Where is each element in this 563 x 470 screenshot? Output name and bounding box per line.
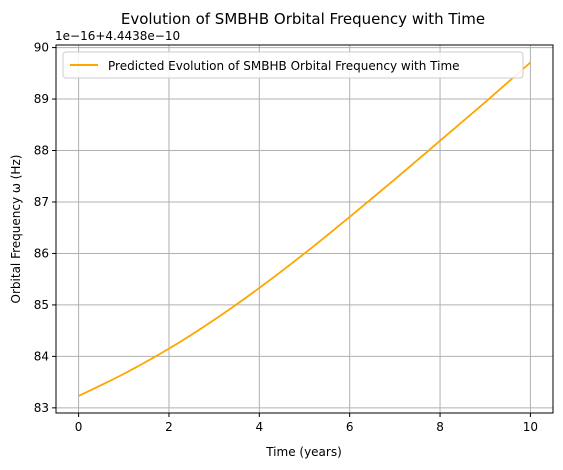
y-tick-label: 88 xyxy=(34,144,49,158)
series-layer xyxy=(78,61,532,397)
y-tick-label: 90 xyxy=(34,41,49,55)
y-tick-label: 86 xyxy=(34,246,49,260)
legend: Predicted Evolution of SMBHB Orbital Fre… xyxy=(62,51,524,79)
y-tick-label: 83 xyxy=(34,401,49,415)
series-line xyxy=(78,61,532,397)
plot-area-frame xyxy=(55,44,554,414)
legend-box xyxy=(62,51,524,79)
x-tick-label: 10 xyxy=(523,420,538,434)
x-tick-label: 6 xyxy=(346,420,354,434)
x-tick-label: 2 xyxy=(165,420,173,434)
y-axis-ticks: 83 84 85 86 87 88 89 90 xyxy=(34,41,56,415)
x-tick-label: 8 xyxy=(436,420,444,434)
legend-label: Predicted Evolution of SMBHB Orbital Fre… xyxy=(108,59,460,73)
x-axis-label: Time (years) xyxy=(265,445,342,459)
y-tick-label: 89 xyxy=(34,92,49,106)
y-tick-label: 87 xyxy=(34,195,49,209)
x-tick-label: 0 xyxy=(75,420,83,434)
chart-title: Evolution of SMBHB Orbital Frequency wit… xyxy=(121,10,485,28)
y-offset-text: 1e−16+4.4438e−10 xyxy=(55,29,180,43)
y-tick-label: 85 xyxy=(34,298,49,312)
x-axis-ticks: 0 2 4 6 8 10 xyxy=(75,413,538,434)
grid-lines xyxy=(56,45,553,413)
y-axis-label: Orbital Frequency ω (Hz) xyxy=(9,155,23,304)
x-tick-label: 4 xyxy=(255,420,263,434)
y-tick-label: 84 xyxy=(34,349,49,363)
